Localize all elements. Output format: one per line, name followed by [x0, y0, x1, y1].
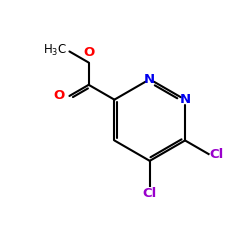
Text: N: N	[180, 93, 190, 106]
Text: O: O	[54, 90, 65, 102]
Text: H$_3$C: H$_3$C	[43, 43, 67, 58]
Text: N: N	[144, 73, 155, 86]
Text: Cl: Cl	[210, 148, 224, 160]
Text: O: O	[83, 46, 94, 59]
Text: Cl: Cl	[142, 187, 157, 200]
